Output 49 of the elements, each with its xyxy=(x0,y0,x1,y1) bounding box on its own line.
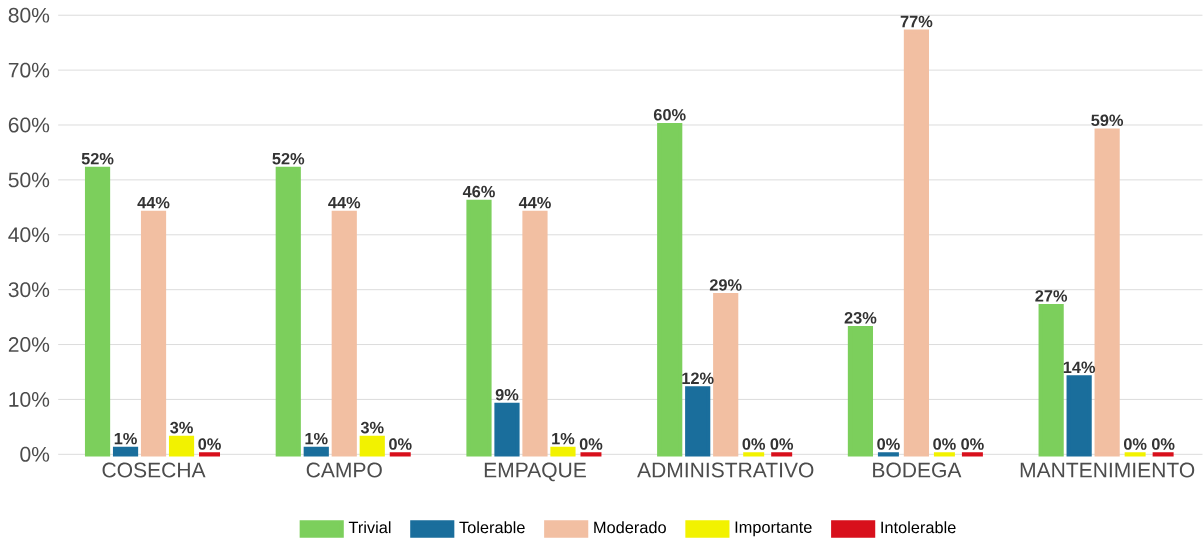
data-label: 59% xyxy=(1091,114,1124,127)
x-tick-label: EMPAQUE xyxy=(484,462,586,482)
data-label: 0% xyxy=(770,438,794,450)
data-label: 60% xyxy=(653,109,686,121)
legend-label: Tolerable xyxy=(459,521,525,534)
y-tick-label: 60% xyxy=(8,117,50,133)
y-tick-label: 20% xyxy=(8,337,50,353)
data-label: 29% xyxy=(709,279,742,291)
data-label: 0% xyxy=(579,438,603,450)
data-label: 44% xyxy=(328,196,361,209)
data-label: 0% xyxy=(1151,438,1175,450)
data-label: 44% xyxy=(518,196,551,209)
data-label: 44% xyxy=(137,196,170,209)
data-label: 9% xyxy=(495,388,519,401)
data-label: 1% xyxy=(552,432,575,445)
y-tick-label: 0% xyxy=(20,446,50,462)
y-tick-label: 70% xyxy=(8,62,50,78)
data-label: 46% xyxy=(462,185,495,198)
legend-label: Moderado xyxy=(594,521,666,534)
y-tick-label: 40% xyxy=(8,227,50,243)
y-tick-label: 50% xyxy=(8,172,50,188)
data-label: 1% xyxy=(305,432,328,445)
data-label: 27% xyxy=(1035,290,1068,302)
y-tick-label: 10% xyxy=(9,392,50,407)
data-label: 52% xyxy=(272,152,305,165)
x-tick-label: BODEGA xyxy=(873,462,962,478)
data-label: 1% xyxy=(114,432,137,445)
data-label: 0% xyxy=(1123,438,1147,450)
data-label: 0% xyxy=(933,438,956,450)
data-label: 0% xyxy=(198,438,221,450)
x-tick-label: CAMPO xyxy=(306,462,382,478)
data-label: 23% xyxy=(844,312,877,324)
data-label: 3% xyxy=(170,421,193,434)
x-tick-label: COSECHA xyxy=(102,462,206,478)
y-tick-label: 80% xyxy=(8,7,50,23)
data-label: 3% xyxy=(360,421,384,434)
legend-label: Trivial xyxy=(348,521,391,534)
y-tick-label: 30% xyxy=(8,282,50,298)
legend-label: Importante xyxy=(735,521,812,537)
data-label: 0% xyxy=(389,438,412,450)
x-tick-label: ADMINISTRATIVO xyxy=(637,462,814,478)
data-label: 77% xyxy=(900,15,933,28)
legend-label: Intolerable xyxy=(881,521,956,534)
x-tick-label: MANTENIMIENTO xyxy=(1020,462,1195,478)
data-label: 0% xyxy=(877,438,900,450)
data-label: 0% xyxy=(961,438,984,450)
data-label: 52% xyxy=(81,152,114,165)
data-label: 12% xyxy=(682,372,714,385)
data-label: 0% xyxy=(742,438,766,450)
